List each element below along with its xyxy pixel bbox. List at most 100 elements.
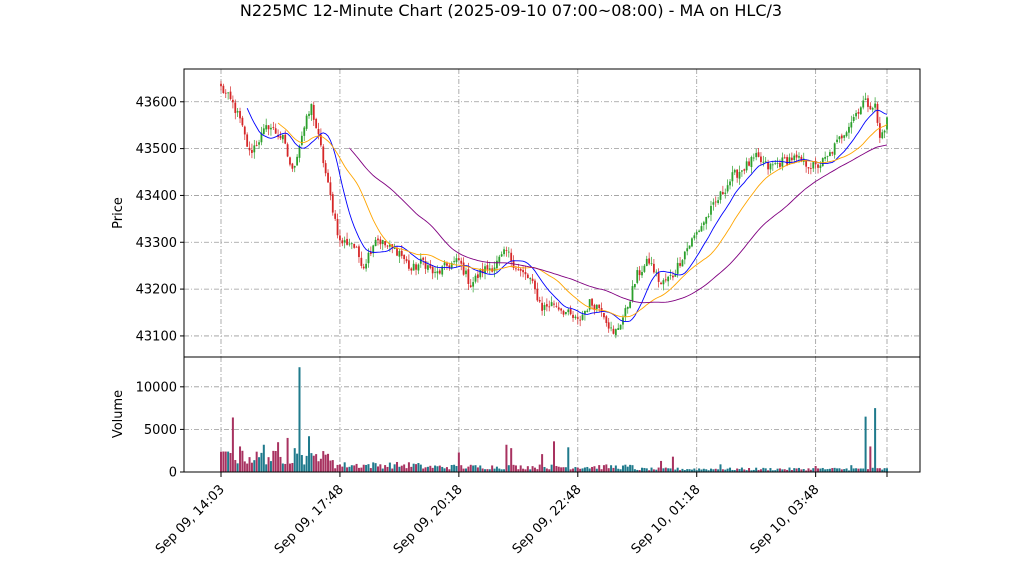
volume-bar [859, 468, 862, 472]
candle-body [619, 324, 622, 330]
candle-body [629, 301, 632, 308]
volume-bar [698, 468, 701, 472]
candle-body [258, 142, 260, 145]
volume-bar [279, 456, 282, 472]
candle-body [434, 271, 436, 273]
candle-body [291, 163, 294, 169]
volume-bar [517, 469, 520, 472]
candle-body [343, 240, 346, 243]
volume-bar [643, 467, 646, 472]
volume-bar [277, 442, 280, 472]
volume-bar [586, 466, 589, 472]
candle-body [255, 145, 258, 146]
candle-body [227, 92, 230, 94]
candle-body [721, 192, 724, 195]
volume-bar [591, 466, 594, 472]
volume-bar [638, 470, 641, 472]
volume-bar [236, 463, 239, 472]
price-tick-label: 43200 [136, 283, 177, 298]
candle-body [312, 105, 315, 120]
candle-body [365, 263, 367, 269]
candle-body [569, 309, 572, 315]
candle-body [310, 103, 313, 116]
candle-body [248, 147, 251, 151]
volume-bar [759, 469, 762, 472]
volume-bar [826, 469, 829, 472]
volume-bar [769, 468, 772, 472]
volume-bar [533, 467, 536, 472]
candle-body [657, 272, 660, 282]
volume-bar [319, 458, 322, 472]
candle-body [548, 306, 551, 308]
volume-bar [462, 468, 465, 472]
volume-bar [719, 464, 722, 472]
candle-body [286, 144, 289, 157]
candle-body [308, 113, 310, 116]
volume-bar [633, 469, 636, 472]
volume-bar [341, 466, 344, 472]
volume-bar [774, 470, 777, 472]
candle-body [531, 278, 534, 282]
candle-body [262, 128, 265, 135]
volume-bar [595, 468, 598, 472]
candle-body [883, 130, 886, 133]
volume-bar [531, 466, 534, 472]
volume-bar [541, 454, 544, 472]
candle-body [705, 216, 708, 224]
candle-body [436, 271, 439, 274]
volume-bar [583, 467, 586, 472]
candle-body [474, 275, 477, 282]
candle-body [605, 316, 608, 323]
candle-body [764, 161, 767, 163]
volume-bar [567, 447, 570, 472]
volume-bars [220, 367, 888, 472]
volume-tick-label: 10000 [136, 380, 177, 395]
candle-body [857, 112, 860, 114]
candle-body [303, 127, 306, 136]
candle-body [331, 194, 334, 213]
volume-bar [674, 469, 677, 472]
candle-body [633, 284, 636, 288]
candle-body [702, 222, 705, 226]
volume-bar [457, 452, 460, 472]
volume-bar [410, 466, 413, 472]
candle-body [610, 327, 612, 329]
volume-bar [505, 444, 508, 472]
candle-body [524, 272, 527, 275]
y-ticks: 43100 43200 43300 43400 43500 43600 0 5000 10000 [136, 95, 184, 481]
candle-body [755, 152, 758, 158]
volume-bar [305, 455, 308, 472]
volume-bar [274, 451, 277, 472]
volume-panel-frame [183, 356, 921, 473]
volume-bar [852, 468, 855, 472]
volume-bar [576, 467, 579, 472]
candle-body [691, 238, 693, 247]
volume-bar [269, 461, 272, 472]
volume-bar [348, 466, 351, 472]
candle-body [251, 150, 253, 153]
volume-bar [712, 469, 715, 472]
volume-bar [817, 468, 820, 472]
volume-bar [610, 465, 613, 472]
volume-bar [702, 468, 705, 472]
candle-body [448, 265, 451, 268]
candle-body [776, 162, 779, 164]
volume-bar [293, 448, 296, 472]
volume-bar [327, 453, 330, 472]
volume-bar [422, 468, 425, 472]
x-tick-label: Sep 09, 17:48 [272, 482, 347, 557]
candle-body [377, 238, 379, 241]
candle-body [648, 258, 651, 264]
volume-bar [645, 468, 648, 472]
volume-bar [524, 469, 527, 472]
candle-body [329, 182, 332, 196]
volume-bar [460, 465, 463, 472]
volume-bar [317, 461, 320, 472]
volume-bar [793, 468, 796, 472]
volume-bar [331, 460, 334, 472]
candle-body [807, 167, 810, 169]
candle-body [859, 107, 862, 115]
volume-bar [700, 469, 703, 472]
volume-bar [657, 467, 660, 472]
